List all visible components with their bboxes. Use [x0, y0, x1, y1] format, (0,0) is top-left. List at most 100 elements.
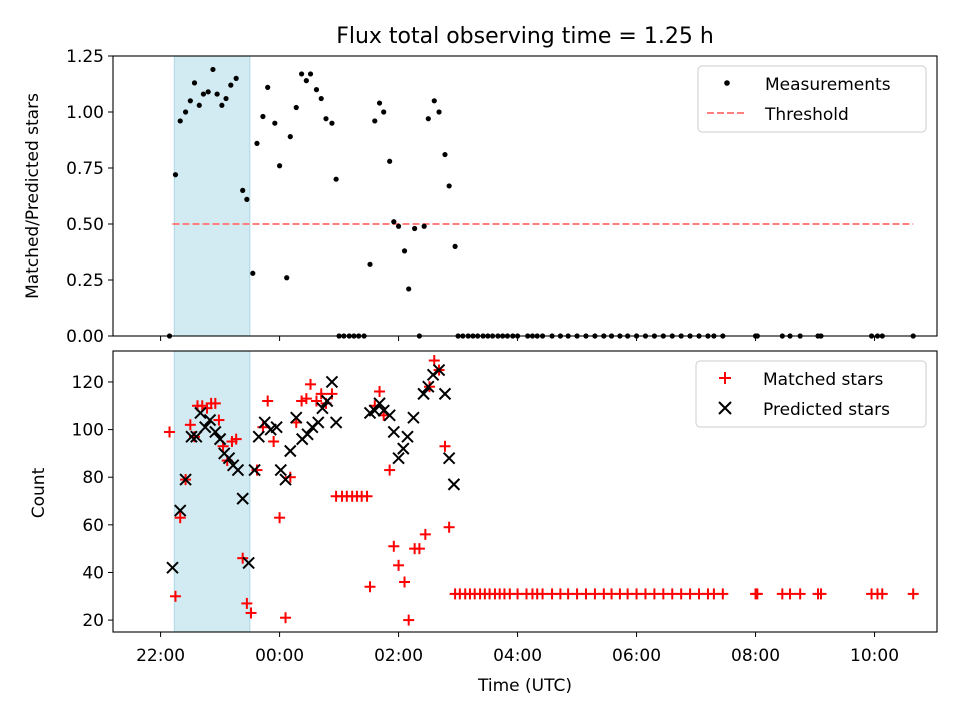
bottom-legend-box [695, 360, 927, 428]
observing-span-bottom [173, 350, 251, 633]
top-y-tick-label: 0.25 [66, 271, 104, 291]
measurement-point [276, 163, 283, 169]
top-y-axis: 0.00 0.25 0.50 0.75 1.00 1.25 [66, 47, 113, 347]
matched-star-point [364, 581, 376, 593]
predicted-star-point [325, 375, 339, 389]
legend-marker-matched [719, 372, 731, 384]
measurement-point [367, 261, 373, 267]
measurement-point [387, 158, 393, 164]
measurement-point [303, 78, 309, 84]
predicted-star-point [279, 473, 292, 486]
measurement-point [265, 84, 271, 90]
measurement-point [425, 116, 431, 122]
legend-label-measurements: Measurements [765, 75, 891, 95]
predicted-star-point [407, 411, 420, 424]
predicted-star-point [174, 504, 187, 517]
x-tick-label: 06:00 [612, 646, 661, 666]
matched-star-point [419, 528, 431, 540]
bottom-plot-frame [112, 350, 938, 633]
measurement-point [333, 176, 339, 182]
measurement-point [219, 102, 225, 108]
matched-star-point [815, 588, 827, 600]
measurement-point [436, 109, 442, 115]
measurement-point [214, 91, 220, 97]
bottom-y-tick-label: 100 [72, 421, 104, 441]
observing-span-top [173, 55, 251, 337]
measurement-point [395, 223, 402, 229]
measurement-point [182, 109, 189, 115]
predicted-star-point [222, 451, 236, 465]
matched-star-point [361, 490, 373, 502]
predicted-star-point [231, 463, 245, 477]
matched-star-point [717, 588, 729, 600]
measurement-point [307, 71, 314, 77]
predicted-star-point [179, 473, 192, 486]
matched-star-point [196, 400, 208, 412]
predicted-star-point [447, 478, 461, 491]
matched-star-point [439, 440, 451, 452]
x-tick-label: 10:00 [850, 646, 899, 666]
measurement-point [442, 151, 448, 158]
matched-star-point [268, 435, 280, 447]
measurement-point [376, 100, 383, 106]
predicted-star-point [316, 401, 329, 415]
bottom-y-axis: 20 40 60 80 100 120 [72, 373, 113, 631]
measurement-point [372, 118, 378, 124]
predicted-star-point [213, 432, 227, 446]
matched-star-point [241, 597, 253, 609]
predicted-star-point [166, 561, 179, 574]
matched-star-point [374, 385, 386, 397]
matched-star-point [209, 397, 221, 409]
matched-star-point [305, 378, 317, 390]
predicted-stars-points [166, 363, 461, 574]
measurement-point [205, 89, 211, 95]
measurement-point [401, 248, 408, 254]
measurement-point [187, 98, 193, 104]
matched-star-point [315, 388, 327, 400]
measurement-point [452, 243, 458, 249]
matched-star-point [169, 590, 181, 602]
predicted-star-point [312, 416, 325, 429]
predicted-star-point [194, 406, 207, 420]
top-legend-box [697, 65, 927, 133]
measurement-point [431, 98, 437, 104]
matched-star-point [310, 395, 322, 407]
predicted-star-point [383, 409, 396, 422]
measurement-point [244, 196, 250, 202]
matched-star-point [274, 512, 286, 524]
measurement-point [254, 140, 260, 146]
bottom-x-axis: 22:00 00:00 02:00 04:00 06:00 08:00 10:00 [136, 632, 899, 666]
matched-star-point [213, 414, 225, 426]
legend-label-threshold: Threshold [764, 105, 849, 125]
predicted-star-point [401, 430, 414, 443]
predicted-star-point [242, 556, 255, 570]
matched-star-point [184, 419, 196, 431]
matched-star-point [296, 395, 308, 407]
predicted-star-point [373, 397, 386, 410]
predicted-star-point [270, 420, 283, 434]
top-y-tick-label: 1.00 [66, 103, 104, 123]
predicted-star-point [284, 444, 297, 458]
top-plot-frame [112, 55, 938, 337]
top-y-tick-label: 1.25 [66, 47, 104, 67]
chart-title: Flux total observing time = 1.25 h [336, 24, 714, 49]
predicted-star-point [274, 463, 287, 477]
matched-star-point [443, 521, 455, 533]
matched-star-point [537, 588, 549, 600]
measurement-point [287, 134, 293, 140]
matched-star-point [300, 393, 312, 405]
measurement-point [260, 113, 266, 120]
matched-star-point [280, 612, 292, 624]
measurement-point [446, 183, 452, 189]
matched-star-point [388, 540, 400, 552]
bottom-y-tick-label: 40 [82, 563, 104, 583]
x-tick-label: 08:00 [731, 646, 780, 666]
measurement-point [200, 91, 207, 97]
measurement-point [293, 104, 299, 111]
measurement-point [210, 66, 216, 73]
predicted-star-point [432, 363, 446, 377]
legend-marker-measurements [724, 80, 730, 86]
measurement-point [240, 187, 246, 193]
top-y-tick-label: 0.50 [66, 215, 104, 235]
